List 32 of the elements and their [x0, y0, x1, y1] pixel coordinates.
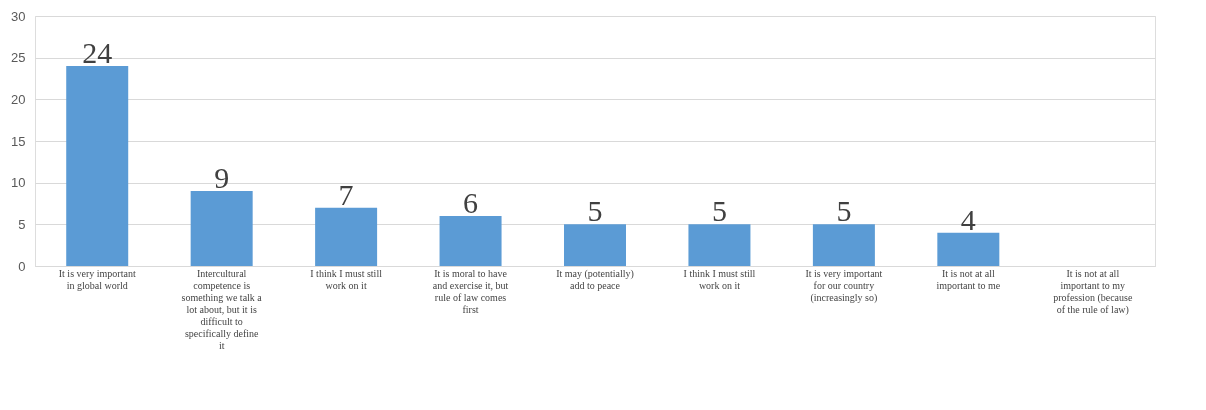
- y-tick-label: 15: [11, 133, 26, 149]
- x-tick-label: It is moral to have and exercise it, but rule of law comes first: [432, 267, 509, 315]
- data-label: 5: [836, 194, 852, 228]
- data-label: 6: [463, 186, 479, 219]
- x-tick-label: I think I must still work on it: [310, 267, 383, 291]
- data-label: 4: [960, 202, 976, 236]
- bar: [688, 224, 751, 266]
- x-tick-label: It is very important in global world: [58, 267, 136, 291]
- y-tick-label: 25: [11, 50, 26, 66]
- y-tick-label: 30: [11, 8, 26, 24]
- data-label: 5: [587, 194, 603, 228]
- data-label: 24: [82, 36, 113, 69]
- y-tick-label: 5: [18, 216, 26, 232]
- x-tick-label: It is very important for our country (increasingly so): [805, 267, 883, 304]
- bar: [66, 66, 129, 266]
- x-tick-label: I think I must still work on it: [683, 267, 756, 291]
- bar: [315, 207, 378, 266]
- bar: [564, 224, 626, 266]
- y-tick-label: 0: [18, 258, 26, 274]
- data-label: 7: [338, 177, 354, 211]
- x-tick-label: It is not at all important to my profession (because of the rule of law): [1053, 267, 1133, 316]
- data-label: 9: [214, 161, 230, 194]
- x-tick-label: It may (potentially) add to peace: [556, 267, 634, 291]
- y-tick-label: 10: [11, 175, 26, 191]
- x-tick-label: Intercultural competence is something we talk a lot about, but it is difficult to specifically define it: [181, 267, 263, 351]
- data-label: 5: [711, 194, 727, 228]
- bar: [937, 232, 1000, 266]
- x-tick-label: It is not at all important to me: [936, 267, 1001, 291]
- bar: [812, 224, 875, 266]
- y-tick-label: 20: [11, 91, 26, 107]
- bar: [190, 191, 253, 266]
- bar: [439, 216, 502, 266]
